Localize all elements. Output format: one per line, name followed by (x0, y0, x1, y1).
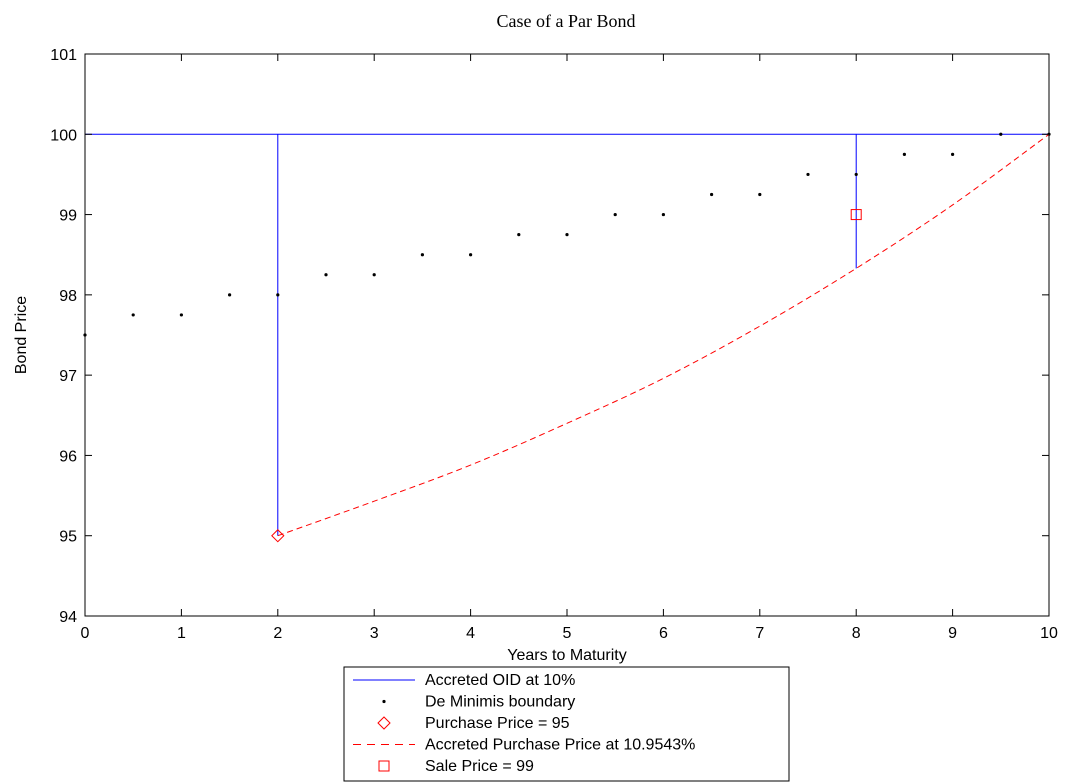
de-minimis-point (324, 273, 328, 277)
y-tick-label: 99 (59, 208, 77, 225)
legend-box (343, 666, 790, 782)
x-tick-label: 6 (659, 625, 668, 642)
legend-label: De Minimis boundary (425, 694, 575, 711)
legend-label: Accreted OID at 10% (425, 672, 575, 689)
de-minimis-point (661, 212, 666, 217)
legend-items: Accreted OID at 10% De Minimis boundary Pu… (353, 672, 695, 775)
de-minimis-point (276, 293, 280, 297)
axes-frame (84, 53, 1050, 617)
de-minimis-point (228, 293, 232, 297)
de-minimis-point (758, 192, 762, 197)
legend: Accreted OID at 10% De Minimis boundary Pu… (343, 666, 790, 782)
x-tick-label: 5 (563, 625, 572, 642)
y-tick-label: 101 (50, 47, 77, 64)
de-minimis-point (951, 152, 955, 156)
de-minimis-point (131, 313, 135, 317)
x-axis-ticks: 0 1 2 3 4 5 6 7 8 9 10 (81, 54, 1058, 642)
x-axis-label: Years to Maturity (507, 647, 626, 664)
y-tick-label: 98 (59, 288, 77, 305)
purchase-price-marker (271, 529, 285, 543)
x-tick-label: 7 (755, 625, 764, 642)
sale-price-marker (850, 209, 862, 221)
legend-swatch-diamond (377, 716, 391, 730)
y-tick-label: 97 (59, 368, 77, 385)
x-tick-label: 9 (948, 625, 957, 642)
y-tick-label: 100 (50, 127, 77, 144)
plot-marks (83, 132, 1051, 543)
y-tick-label: 94 (59, 609, 77, 626)
de-minimis-point (517, 233, 521, 237)
y-axis-ticks: 94 95 96 97 98 99 100 101 (50, 47, 1049, 626)
x-tick-label: 3 (370, 625, 379, 642)
y-tick-label: 95 (59, 529, 77, 546)
accreted-purchase-price-curve (277, 133, 1050, 537)
y-axis-label: Bond Price (13, 296, 30, 374)
legend-swatch-square (378, 760, 390, 772)
de-minimis-point (806, 172, 810, 177)
de-minimis-point (420, 253, 424, 257)
legend-swatch-dot (382, 699, 386, 704)
de-minimis-point (613, 212, 617, 217)
y-tick-label: 96 (59, 448, 77, 465)
legend-label: Purchase Price = 95 (425, 715, 570, 732)
de-minimis-point (372, 273, 376, 277)
x-tick-label: 1 (177, 625, 186, 642)
de-minimis-point (179, 313, 183, 317)
de-minimis-point (902, 152, 907, 156)
de-minimis-point (710, 192, 714, 197)
x-tick-label: 2 (273, 625, 282, 642)
x-tick-label: 0 (81, 625, 90, 642)
x-tick-label: 4 (466, 625, 475, 642)
de-minimis-point (854, 172, 858, 177)
legend-label: Accreted Purchase Price at 10.9543% (425, 737, 695, 754)
de-minimis-point (469, 253, 473, 257)
legend-label: Sale Price = 99 (425, 758, 534, 775)
de-minimis-point (999, 132, 1003, 136)
de-minimis-point (565, 233, 569, 237)
x-tick-label: 10 (1040, 625, 1058, 642)
chart-title: Case of a Par Bond (497, 11, 636, 31)
x-tick-label: 8 (852, 625, 861, 642)
